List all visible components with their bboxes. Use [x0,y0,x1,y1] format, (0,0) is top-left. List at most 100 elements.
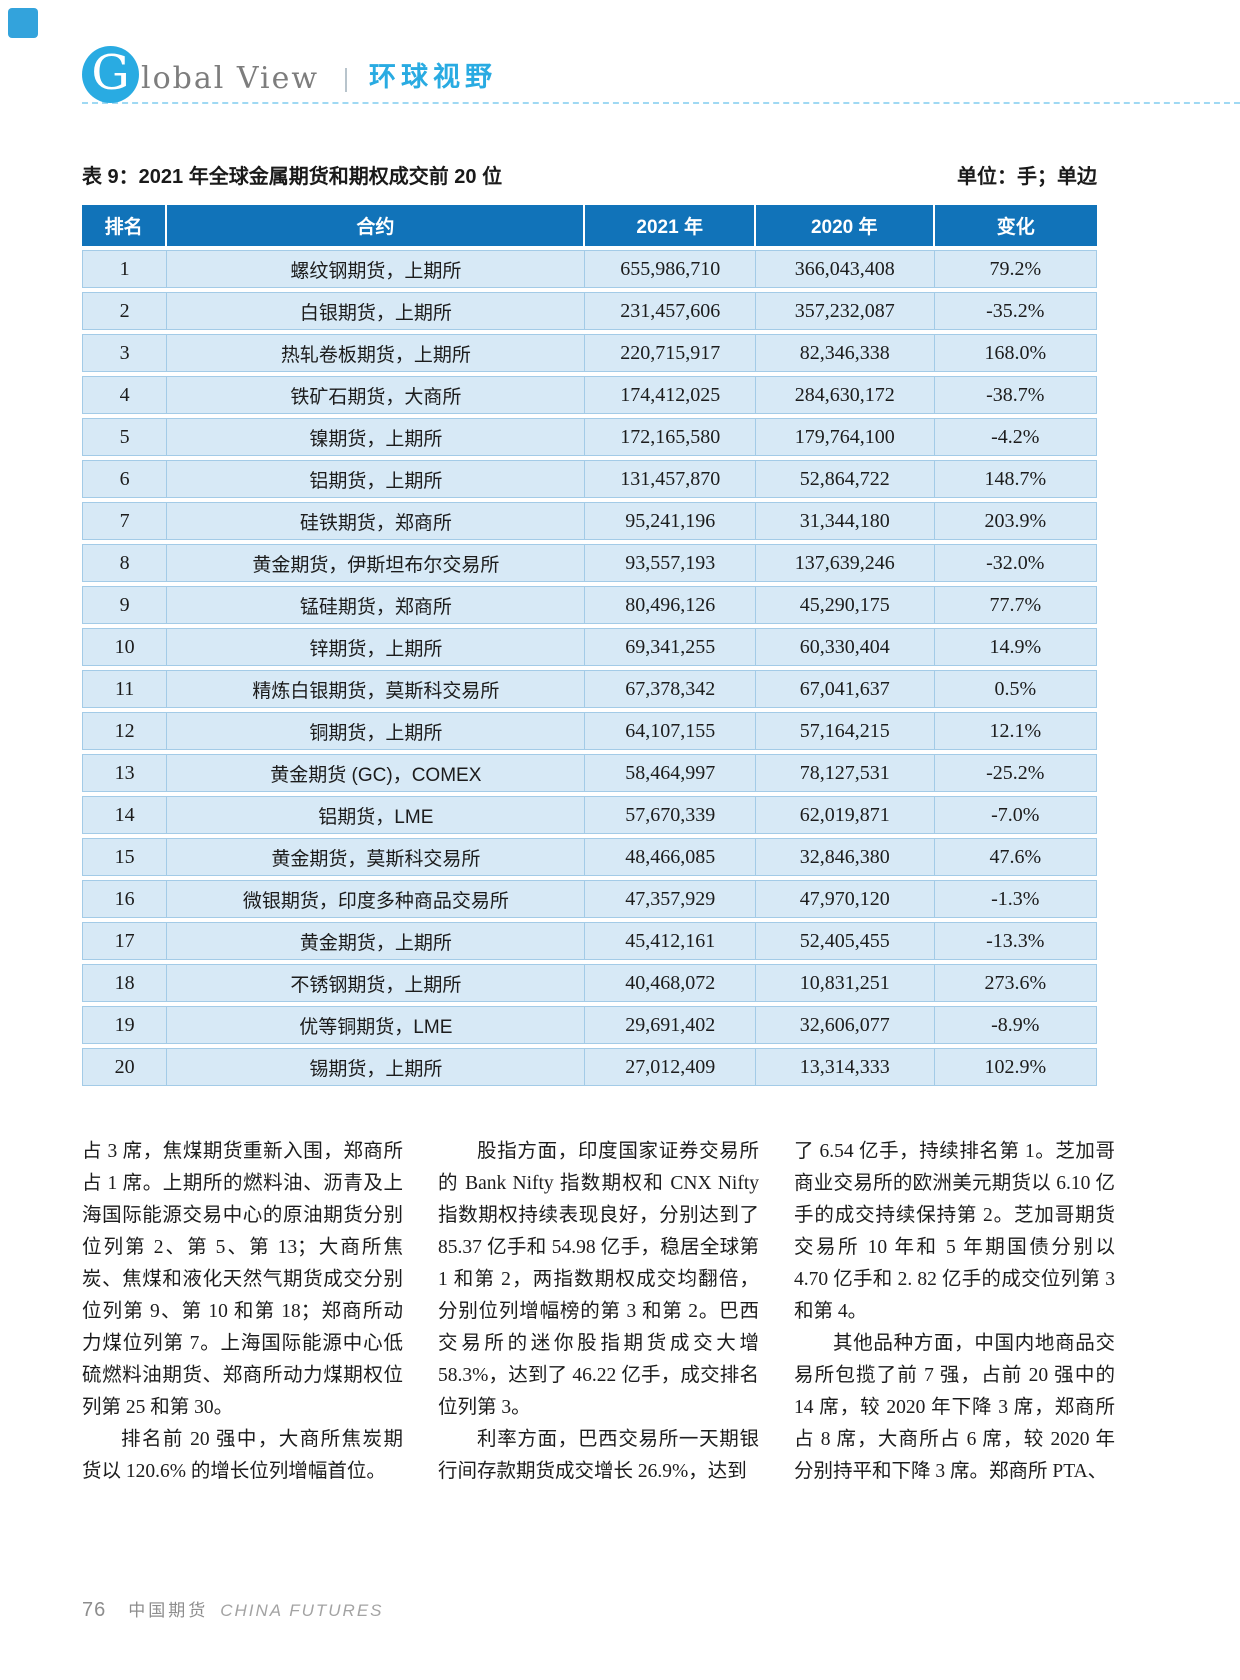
header-divider [345,68,348,92]
volume-2020-cell: 179,764,100 [755,418,935,456]
volume-2021-cell: 45,412,161 [585,922,756,960]
table-row: 5 镍期货，上期所 172,165,580 179,764,100 -4.2% [82,418,1097,456]
contract-cell: 不锈钢期货，上期所 [167,964,586,1002]
volume-2021-cell: 29,691,402 [585,1006,756,1044]
section-title-cn: 环球视野 [369,62,498,92]
volume-2021-cell: 47,357,929 [585,880,756,918]
body-paragraph: 股指方面，印度国家证券交易所的 Bank Nifty 指数期权和 CNX Nif… [438,1141,759,1418]
contract-cell: 黄金期货，上期所 [167,922,586,960]
contract-cell: 白银期货，上期所 [167,292,586,330]
volume-2020-cell: 13,314,333 [755,1048,935,1086]
volume-2020-cell: 10,831,251 [755,964,935,1002]
volume-2021-cell: 93,557,193 [585,544,756,582]
column-header-contract: 合约 [167,205,586,246]
table-row: 12 铜期货，上期所 64,107,155 57,164,215 12.1% [82,712,1097,750]
rank-cell: 19 [82,1006,168,1044]
change-cell: 77.7% [934,586,1097,624]
volume-2021-cell: 69,341,255 [585,628,756,666]
page-number: 76 [82,1599,107,1621]
body-paragraph: 占 3 席，焦煤期货重新入围，郑商所占 1 席。上期所的燃料油、沥青及上海国际能… [82,1141,403,1418]
contract-cell: 铝期货，上期所 [167,460,586,498]
column-header-2021: 2021 年 [585,205,756,246]
contract-cell: 锰硅期货，郑商所 [167,586,586,624]
rank-cell: 12 [82,712,168,750]
volume-2021-cell: 131,457,870 [585,460,756,498]
rank-cell: 20 [82,1048,168,1086]
volume-2021-cell: 67,378,342 [585,670,756,708]
volume-2020-cell: 31,344,180 [755,502,935,540]
body-paragraph: 了 6.54 亿手，持续排名第 1。芝加哥商业交易所的欧洲美元期货以 6.10 … [794,1141,1115,1322]
table-header: 排名 合约 2021 年 2020 年 变化 [82,205,1097,246]
table-unit-label: 单位：手；单边 [957,166,1097,188]
rank-cell: 2 [82,292,168,330]
contract-cell: 优等铜期货，LME [167,1006,586,1044]
global-view-logo-icon: G [82,46,139,103]
change-cell: 148.7% [934,460,1097,498]
volume-2020-cell: 82,346,338 [755,334,935,372]
article-body: 占 3 席，焦煤期货重新入围，郑商所占 1 席。上期所的燃料油、沥青及上海国际能… [82,1136,1115,1488]
contract-cell: 锌期货，上期所 [167,628,586,666]
body-text-column: 了 6.54 亿手，持续排名第 1。芝加哥商业交易所的欧洲美元期货以 6.10 … [794,1136,1115,1488]
table-title: 表 9：2021 年全球金属期货和期权成交前 20 位 [82,166,503,188]
volume-2021-cell: 27,012,409 [585,1048,756,1086]
column-header-change: 变化 [934,205,1097,246]
rank-cell: 7 [82,502,168,540]
rank-cell: 18 [82,964,168,1002]
rank-cell: 9 [82,586,168,624]
contract-cell: 黄金期货，莫斯科交易所 [167,838,586,876]
volume-2020-cell: 52,405,455 [755,922,935,960]
table-row: 10 锌期货，上期所 69,341,255 60,330,404 14.9% [82,628,1097,666]
contract-cell: 铁矿石期货，大商所 [167,376,586,414]
change-cell: 47.6% [934,838,1097,876]
change-cell: 273.6% [934,964,1097,1002]
rank-cell: 8 [82,544,168,582]
journal-name-cn: 中国期货 [128,1601,209,1620]
contract-cell: 热轧卷板期货，上期所 [167,334,586,372]
volume-2021-cell: 64,107,155 [585,712,756,750]
table-row: 17 黄金期货，上期所 45,412,161 52,405,455 -13.3% [82,922,1097,960]
change-cell: 168.0% [934,334,1097,372]
volume-2021-cell: 58,464,997 [585,754,756,792]
table-row: 13 黄金期货 (GC)，COMEX 58,464,997 78,127,531 -25… [82,754,1097,792]
change-cell: 12.1% [934,712,1097,750]
volume-2020-cell: 357,232,087 [755,292,935,330]
change-cell: -25.2% [934,754,1097,792]
change-cell: -32.0% [934,544,1097,582]
volume-2020-cell: 60,330,404 [755,628,935,666]
rank-cell: 16 [82,880,168,918]
page-corner-mark [8,8,38,38]
table-row: 4 铁矿石期货，大商所 174,412,025 284,630,172 -38.7% [82,376,1097,414]
rank-cell: 1 [82,250,168,288]
volume-2020-cell: 57,164,215 [755,712,935,750]
table-row: 11 精炼白银期货，莫斯科交易所 67,378,342 67,041,637 0.5% [82,670,1097,708]
change-cell: 0.5% [934,670,1097,708]
volume-2020-cell: 366,043,408 [755,250,935,288]
change-cell: -7.0% [934,796,1097,834]
rank-cell: 13 [82,754,168,792]
change-cell: 102.9% [934,1048,1097,1086]
contract-cell: 黄金期货 (GC)，COMEX [167,754,586,792]
journal-name-en: CHINA FUTURES [220,1601,384,1620]
change-cell: 203.9% [934,502,1097,540]
volume-2021-cell: 655,986,710 [585,250,756,288]
volume-2020-cell: 32,606,077 [755,1006,935,1044]
volume-2021-cell: 48,466,085 [585,838,756,876]
body-text-column: 占 3 席，焦煤期货重新入围，郑商所占 1 席。上期所的燃料油、沥青及上海国际能… [82,1136,403,1488]
volume-2020-cell: 78,127,531 [755,754,935,792]
rank-cell: 17 [82,922,168,960]
logo-text-en: lobal View [141,61,320,96]
table-row: 19 优等铜期货，LME 29,691,402 32,606,077 -8.9% [82,1006,1097,1044]
table-row: 6 铝期货，上期所 131,457,870 52,864,722 148.7% [82,460,1097,498]
table-caption-row: 表 9：2021 年全球金属期货和期权成交前 20 位 单位：手；单边 [82,160,1097,189]
contract-cell: 微银期货，印度多种商品交易所 [167,880,586,918]
volume-2021-cell: 172,165,580 [585,418,756,456]
rank-cell: 3 [82,334,168,372]
rank-cell: 11 [82,670,168,708]
change-cell: -38.7% [934,376,1097,414]
volume-2021-cell: 231,457,606 [585,292,756,330]
metals-futures-table: 排名 合约 2021 年 2020 年 变化 1 螺纹钢期货，上期所 655,986… [82,201,1097,1090]
change-cell: 14.9% [934,628,1097,666]
change-cell: -1.3% [934,880,1097,918]
volume-2020-cell: 67,041,637 [755,670,935,708]
